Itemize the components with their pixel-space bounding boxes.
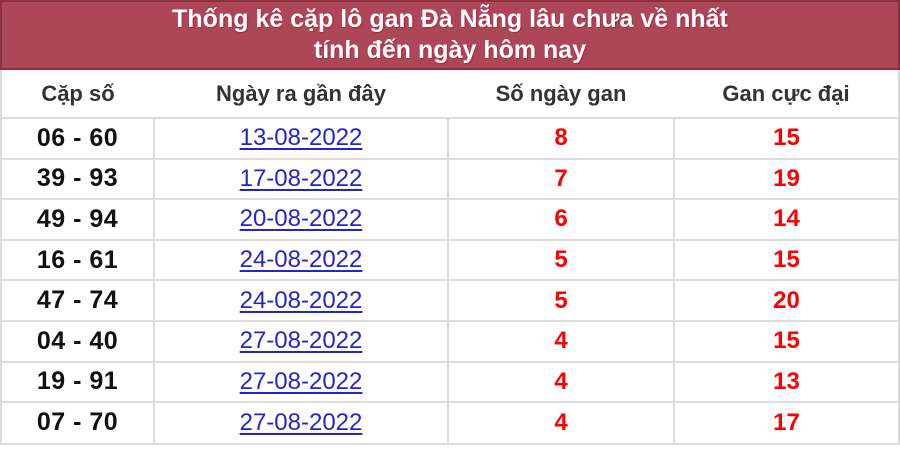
date-link[interactable]: 27-08-2022: [239, 408, 363, 436]
gan-days-cell: 5: [447, 238, 675, 282]
date-link[interactable]: 27-08-2022: [239, 327, 363, 355]
date-link[interactable]: 20-08-2022: [239, 205, 363, 233]
max-gan-cell: 13: [673, 360, 898, 404]
title-line-1: Thống kê cặp lô gan Đà Nẵng lâu chưa về …: [172, 5, 728, 33]
date-link[interactable]: 24-08-2022: [239, 286, 363, 314]
page-title: Thống kê cặp lô gan Đà Nẵng lâu chưa về …: [0, 0, 900, 70]
table-row: 16 - 61 24-08-2022 5 15: [2, 238, 898, 282]
lottery-table-body: 06 - 60 13-08-2022 8 15 39 - 93 17-08-20…: [2, 117, 898, 443]
gan-days-cell: 8: [447, 117, 675, 160]
gan-days-cell: 7: [447, 157, 675, 201]
gan-days-cell: 4: [447, 401, 675, 443]
date-cell: 24-08-2022: [153, 279, 449, 322]
date-link[interactable]: 27-08-2022: [239, 367, 363, 395]
title-line-2: tính đến ngày hôm nay: [313, 36, 587, 64]
date-cell: 20-08-2022: [153, 198, 449, 241]
table-row: 19 - 91 27-08-2022 4 13: [2, 360, 898, 404]
max-gan-cell: 15: [673, 319, 898, 363]
pair-cell: 16 - 61: [2, 238, 155, 282]
date-cell: 13-08-2022: [153, 117, 449, 160]
max-gan-cell: 19: [673, 157, 898, 201]
pair-cell: 47 - 74: [2, 279, 155, 322]
table-row: 04 - 40 27-08-2022 4 15: [2, 319, 898, 363]
col-header-max-gan: Gan cực đại: [674, 70, 898, 118]
date-cell: 17-08-2022: [153, 157, 449, 201]
gan-stats-table-wrap: Cặp số Ngày ra gần đây Số ngày gan Gan c…: [0, 70, 900, 445]
pair-cell: 39 - 93: [2, 157, 155, 201]
date-cell: 27-08-2022: [153, 360, 449, 404]
table-row: 39 - 93 17-08-2022 7 19: [2, 157, 898, 201]
date-cell: 27-08-2022: [153, 401, 449, 443]
gan-days-cell: 4: [447, 360, 675, 404]
max-gan-cell: 17: [673, 401, 898, 443]
max-gan-cell: 15: [673, 238, 898, 282]
pair-cell: 19 - 91: [2, 360, 155, 404]
date-link[interactable]: 17-08-2022: [239, 164, 363, 192]
col-header-gan-days: Số ngày gan: [448, 70, 674, 118]
table-row: 49 - 94 20-08-2022 6 14: [2, 198, 898, 241]
pair-cell: 49 - 94: [2, 198, 155, 241]
max-gan-cell: 15: [673, 117, 898, 160]
gan-days-cell: 6: [447, 198, 675, 241]
table-row: 47 - 74 24-08-2022 5 20: [2, 279, 898, 322]
date-link[interactable]: 13-08-2022: [239, 124, 363, 152]
pair-cell: 06 - 60: [2, 117, 155, 160]
col-header-pair: Cặp số: [2, 70, 154, 118]
pair-cell: 07 - 70: [2, 401, 155, 443]
date-link[interactable]: 24-08-2022: [239, 246, 363, 274]
col-header-last-date: Ngày ra gần đây: [154, 70, 448, 118]
table-header-row: Cặp số Ngày ra gần đây Số ngày gan Gan c…: [2, 70, 898, 118]
table-row: 07 - 70 27-08-2022 4 17: [2, 401, 898, 443]
gan-stats-table: Cặp số Ngày ra gần đây Số ngày gan Gan c…: [2, 70, 898, 443]
gan-days-cell: 5: [447, 279, 675, 322]
date-cell: 24-08-2022: [153, 238, 449, 282]
table-row: 06 - 60 13-08-2022 8 15: [2, 117, 898, 160]
pair-cell: 04 - 40: [2, 319, 155, 363]
gan-days-cell: 4: [447, 319, 675, 363]
date-cell: 27-08-2022: [153, 319, 449, 363]
max-gan-cell: 14: [673, 198, 898, 241]
max-gan-cell: 20: [673, 279, 898, 322]
